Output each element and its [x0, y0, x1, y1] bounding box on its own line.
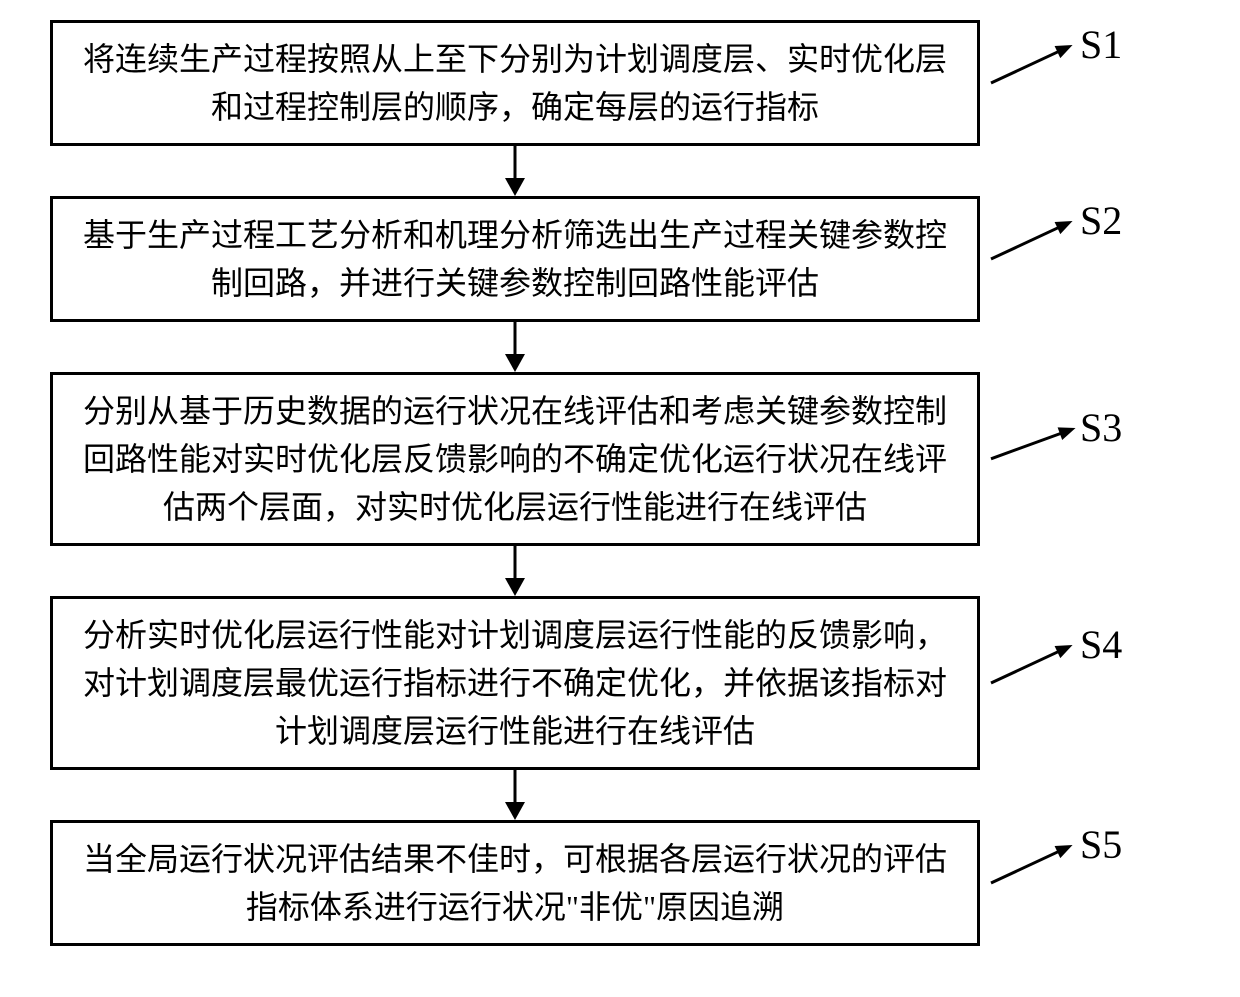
step-box-s3: 分别从基于历史数据的运行状况在线评估和考虑关键参数控制回路性能对实时优化层反馈影…: [50, 372, 980, 546]
label-arrow-icon: [975, 829, 1097, 899]
connector-s2: [50, 322, 980, 372]
connector-s1: [50, 146, 980, 196]
connector-s3: [50, 546, 980, 596]
label-arrow-icon: [975, 29, 1097, 99]
step-label-s3: S3: [1080, 404, 1142, 451]
label-zone-s1: S1: [980, 28, 1190, 138]
connector-arrow-icon: [495, 322, 535, 372]
step-box-s2: 基于生产过程工艺分析和机理分析筛选出生产过程关键参数控制回路，并进行关键参数控制…: [50, 196, 980, 322]
step-label-s1: S1: [1080, 21, 1142, 68]
step-box-s1: 将连续生产过程按照从上至下分别为计划调度层、实时优化层和过程控制层的顺序，确定每…: [50, 20, 980, 146]
connector-s4: [50, 770, 980, 820]
step-row-s3: 分别从基于历史数据的运行状况在线评估和考虑关键参数控制回路性能对实时优化层反馈影…: [50, 372, 1190, 546]
label-zone-s3: S3: [980, 379, 1190, 539]
step-box-s4: 分析实时优化层运行性能对计划调度层运行性能的反馈影响，对计划调度层最优运行指标进…: [50, 596, 980, 770]
label-zone-s5: S5: [980, 828, 1190, 938]
step-row-s1: 将连续生产过程按照从上至下分别为计划调度层、实时优化层和过程控制层的顺序，确定每…: [50, 20, 1190, 146]
step-row-s4: 分析实时优化层运行性能对计划调度层运行性能的反馈影响，对计划调度层最优运行指标进…: [50, 596, 1190, 770]
label-arrow-icon: [975, 412, 1097, 475]
step-label-s4: S4: [1080, 621, 1142, 668]
connector-arrow-icon: [495, 146, 535, 196]
step-label-s2: S2: [1080, 197, 1142, 244]
label-zone-s4: S4: [980, 603, 1190, 763]
label-zone-s2: S2: [980, 204, 1190, 314]
connector-arrow-icon: [495, 770, 535, 820]
label-arrow-icon: [975, 205, 1097, 275]
step-row-s2: 基于生产过程工艺分析和机理分析筛选出生产过程关键参数控制回路，并进行关键参数控制…: [50, 196, 1190, 322]
label-arrow-icon: [975, 629, 1097, 699]
flowchart-container: 将连续生产过程按照从上至下分别为计划调度层、实时优化层和过程控制层的顺序，确定每…: [50, 20, 1190, 946]
step-label-s5: S5: [1080, 821, 1142, 868]
connector-arrow-icon: [495, 546, 535, 596]
flowchart-root: 将连续生产过程按照从上至下分别为计划调度层、实时优化层和过程控制层的顺序，确定每…: [50, 20, 1190, 946]
step-box-s5: 当全局运行状况评估结果不佳时，可根据各层运行状况的评估指标体系进行运行状况"非优…: [50, 820, 980, 946]
step-row-s5: 当全局运行状况评估结果不佳时，可根据各层运行状况的评估指标体系进行运行状况"非优…: [50, 820, 1190, 946]
